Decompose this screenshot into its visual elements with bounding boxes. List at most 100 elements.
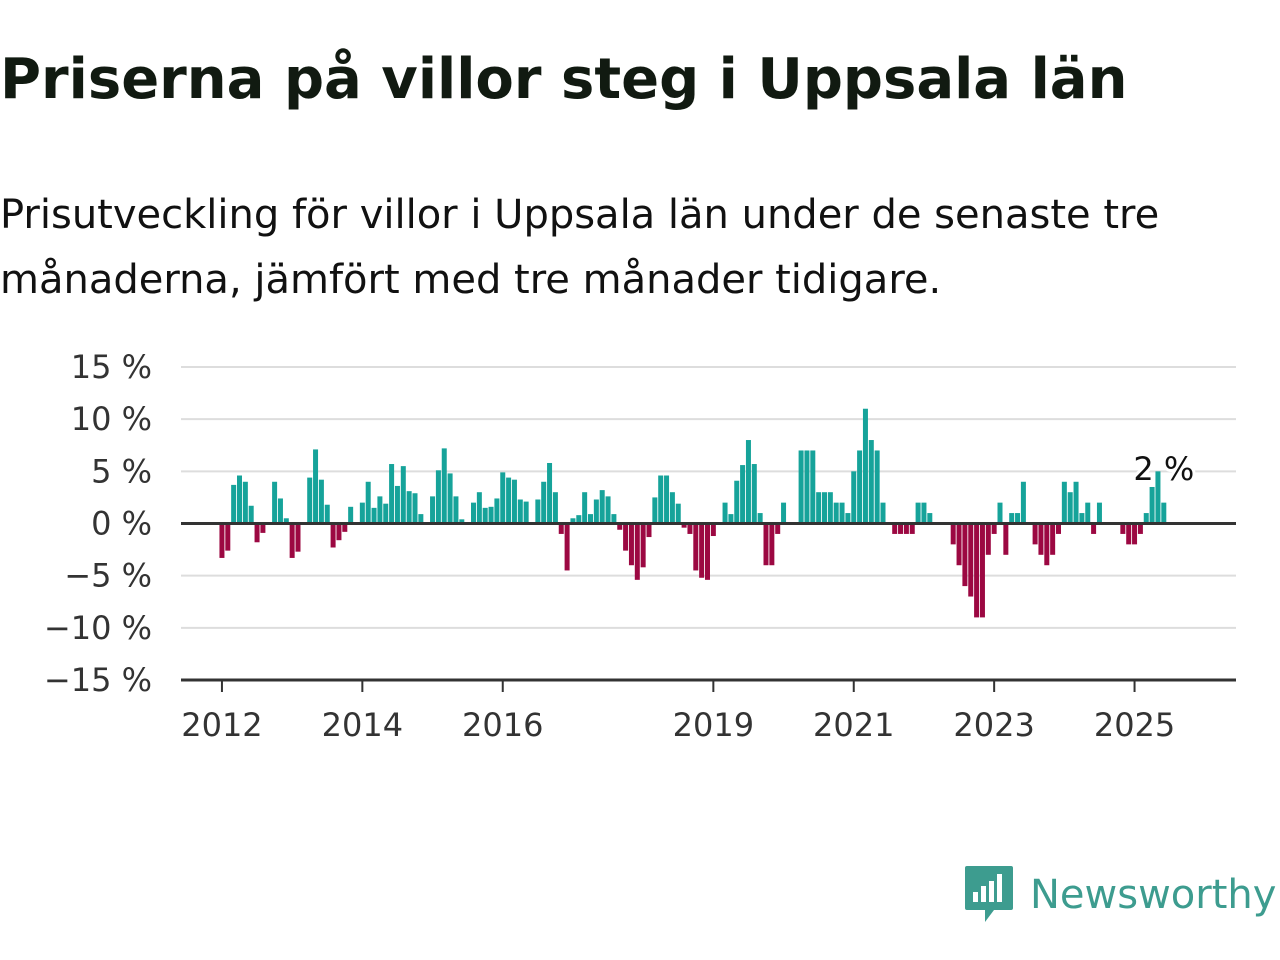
x-tick-label: 2019 — [673, 706, 754, 744]
y-tick-label: −5 % — [64, 557, 152, 595]
bar — [517, 499, 523, 524]
bar — [272, 481, 278, 524]
chart-subtitle: Prisutveckling för villor i Uppsala län … — [0, 192, 1160, 303]
bar — [669, 492, 675, 524]
bar — [219, 523, 225, 558]
bar — [242, 481, 248, 524]
bar — [810, 450, 816, 524]
bar — [974, 523, 980, 618]
bar — [757, 513, 763, 524]
bar — [681, 523, 687, 528]
bar — [769, 523, 775, 566]
annotations: 2 % — [1130, 447, 1197, 491]
bar — [406, 491, 412, 524]
bar — [330, 523, 336, 548]
bar — [1073, 481, 1079, 524]
bar — [728, 514, 734, 524]
bar — [1050, 523, 1056, 555]
axes — [181, 522, 1236, 682]
y-tick-label: −10 % — [44, 609, 152, 647]
bar — [511, 479, 517, 524]
bar — [365, 481, 371, 524]
bar — [564, 523, 570, 571]
bar — [634, 523, 640, 580]
bar — [605, 496, 611, 524]
bar — [903, 523, 909, 534]
bar — [593, 499, 599, 524]
bar — [862, 408, 868, 524]
bar — [722, 502, 728, 524]
bar — [827, 492, 833, 524]
bar — [745, 440, 751, 524]
bar — [541, 481, 547, 524]
bar — [394, 485, 400, 524]
bar — [453, 496, 459, 524]
bar — [576, 515, 582, 524]
bar — [839, 502, 845, 524]
bar — [699, 523, 705, 578]
bar — [447, 473, 453, 524]
bar — [1120, 523, 1126, 534]
bar — [260, 523, 266, 533]
bar — [348, 506, 354, 524]
bar — [968, 523, 974, 597]
y-tick-label: 5 % — [91, 452, 152, 490]
bar — [359, 502, 365, 524]
bar — [237, 475, 242, 524]
bar — [664, 475, 670, 524]
bar — [459, 519, 465, 524]
bar — [652, 497, 658, 524]
bar — [582, 492, 588, 524]
bar — [1126, 523, 1132, 545]
x-tick-label: 2012 — [181, 706, 262, 744]
bar — [997, 502, 1003, 524]
bar — [435, 470, 441, 524]
bar — [979, 523, 985, 618]
bar — [558, 523, 564, 534]
bar — [705, 523, 710, 580]
bar — [248, 505, 254, 524]
bar — [1003, 523, 1009, 555]
bar — [1056, 523, 1061, 534]
bar — [500, 472, 506, 524]
bar — [400, 466, 406, 524]
y-tick-label: 0 % — [91, 505, 152, 543]
bar — [640, 523, 646, 568]
bar — [710, 523, 716, 537]
bar — [523, 501, 529, 524]
bar — [441, 448, 447, 524]
bar — [798, 450, 804, 524]
x-tick-label: 2025 — [1094, 706, 1175, 744]
bar — [880, 502, 886, 524]
bar — [611, 514, 617, 524]
bar — [307, 477, 313, 524]
bar — [494, 498, 500, 524]
bar — [1132, 523, 1138, 545]
x-tick-label: 2016 — [462, 706, 543, 744]
bar — [1143, 513, 1149, 524]
bar — [956, 523, 962, 566]
x-tick-label: 2023 — [953, 706, 1034, 744]
bar — [547, 462, 553, 524]
bar — [1009, 513, 1015, 524]
bar — [1155, 471, 1161, 524]
bar — [763, 523, 769, 566]
y-tick-label: 15 % — [71, 348, 152, 386]
bar — [804, 450, 810, 524]
bar — [1149, 486, 1155, 524]
bar-chart: 15 %10 %5 %0 %−5 %−10 %−15 % 2012 2014 201… — [44, 348, 1236, 744]
newsworthy-logo-icon — [965, 866, 1013, 922]
bar — [962, 523, 968, 587]
bar — [476, 492, 482, 524]
bar — [1091, 523, 1097, 534]
y-tick-label: −15 % — [44, 661, 152, 699]
bar — [1061, 481, 1067, 524]
bar — [950, 523, 956, 545]
bar — [377, 496, 383, 524]
bar — [991, 523, 997, 534]
bar — [781, 502, 787, 524]
bar — [675, 503, 681, 524]
bar — [740, 465, 746, 524]
bar — [751, 464, 757, 524]
bar — [687, 523, 693, 534]
